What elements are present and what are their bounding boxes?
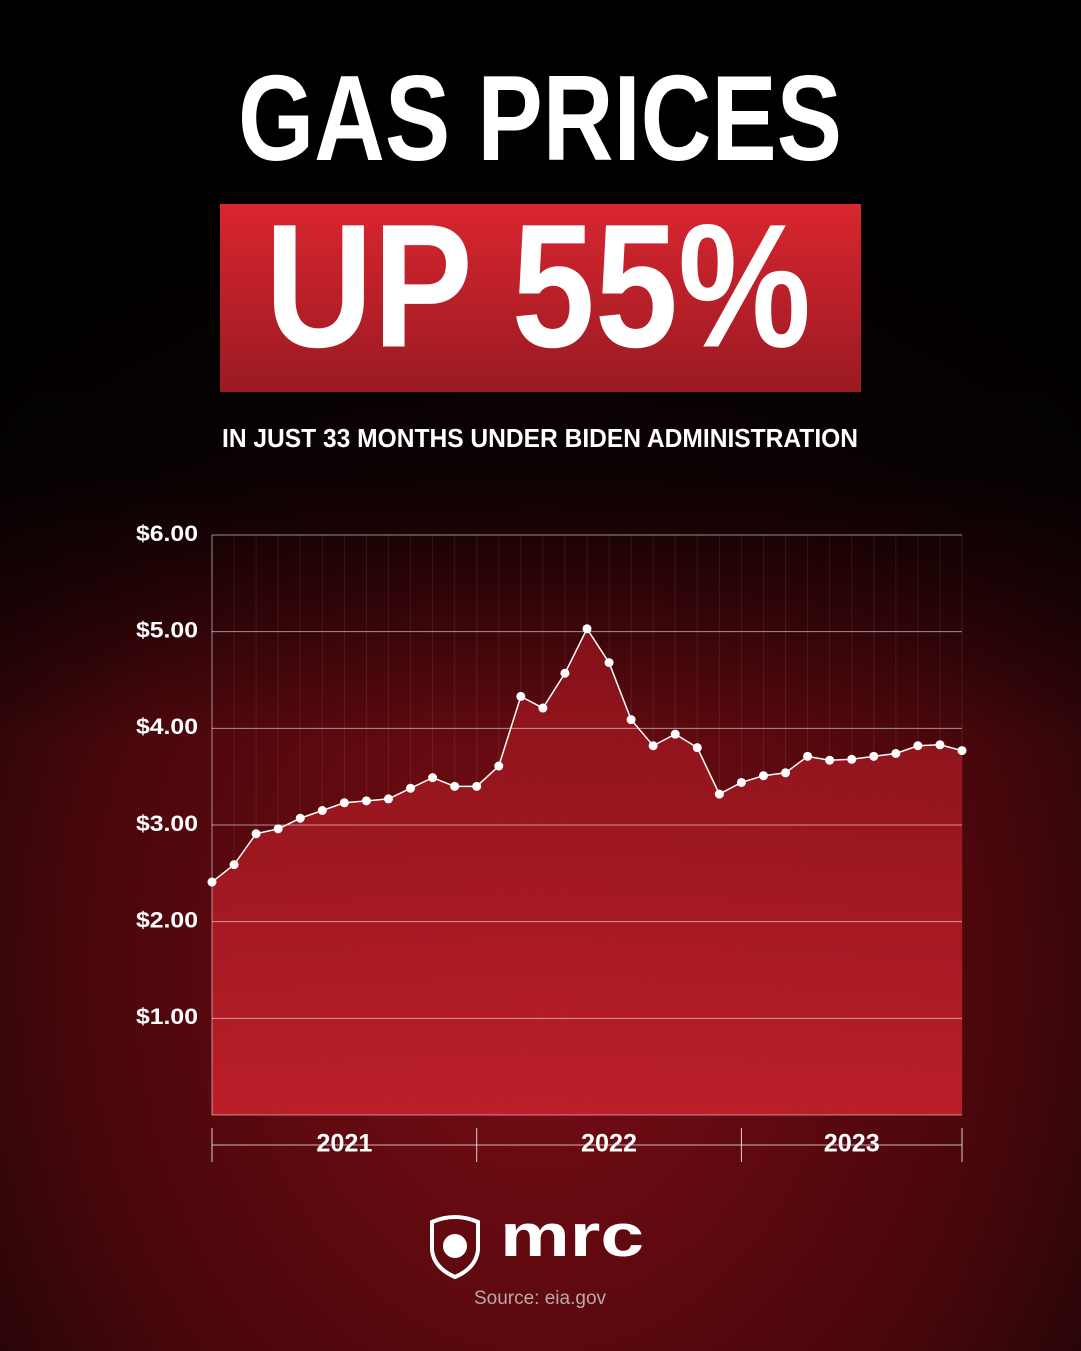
point	[295, 813, 305, 823]
y-tick-label: $4.00	[136, 714, 198, 739]
plot: $1.00 $2.00 $3.00 $4.00 $5.00 $6.00 2021 2022 20…	[136, 521, 967, 1162]
area	[212, 628, 962, 1115]
point	[781, 768, 791, 778]
x-group-label: 2022	[581, 1130, 637, 1158]
point	[251, 829, 261, 839]
point	[494, 761, 504, 771]
point	[604, 658, 614, 668]
headline-box	[220, 204, 861, 392]
point	[714, 789, 724, 799]
logo: mrc	[430, 1202, 644, 1280]
y-tick-label: $3.00	[136, 811, 198, 836]
point	[406, 783, 416, 793]
headline: UP 55%	[265, 188, 811, 384]
title: GAS PRICES	[238, 50, 842, 186]
brand: mrc	[500, 1202, 644, 1269]
point	[207, 877, 217, 887]
point	[229, 860, 239, 870]
y-tick-label: $5.00	[136, 617, 198, 642]
logo-shield	[430, 1215, 480, 1280]
point	[626, 715, 636, 725]
point	[736, 777, 746, 787]
subtitle: IN JUST 33 MONTHS UNDER BIDEN ADMINISTRA…	[222, 423, 858, 453]
y-tick-label: $6.00	[136, 521, 198, 546]
point	[472, 781, 482, 791]
point	[891, 748, 901, 758]
y-tick-label: $1.00	[136, 1004, 198, 1029]
point	[428, 773, 438, 783]
point	[560, 668, 570, 678]
point	[582, 624, 592, 634]
point	[361, 796, 371, 806]
source: Source: eia.gov	[474, 1288, 607, 1309]
x-group-label: 2023	[824, 1130, 880, 1158]
point	[803, 751, 813, 761]
point	[648, 741, 658, 751]
point	[450, 781, 460, 791]
point	[847, 754, 857, 764]
point	[913, 741, 923, 751]
point	[383, 794, 393, 804]
point	[758, 771, 768, 781]
point	[516, 691, 526, 701]
point	[869, 751, 879, 761]
point	[538, 703, 548, 713]
point	[935, 740, 945, 750]
point	[339, 798, 349, 808]
y-tick-label: $2.00	[136, 907, 198, 932]
point	[825, 755, 835, 765]
point	[273, 824, 283, 834]
point	[692, 743, 702, 753]
point	[317, 806, 327, 815]
point	[957, 746, 967, 756]
logo-face	[443, 1234, 467, 1258]
point	[670, 729, 680, 739]
x-group-label: 2021	[316, 1130, 372, 1158]
